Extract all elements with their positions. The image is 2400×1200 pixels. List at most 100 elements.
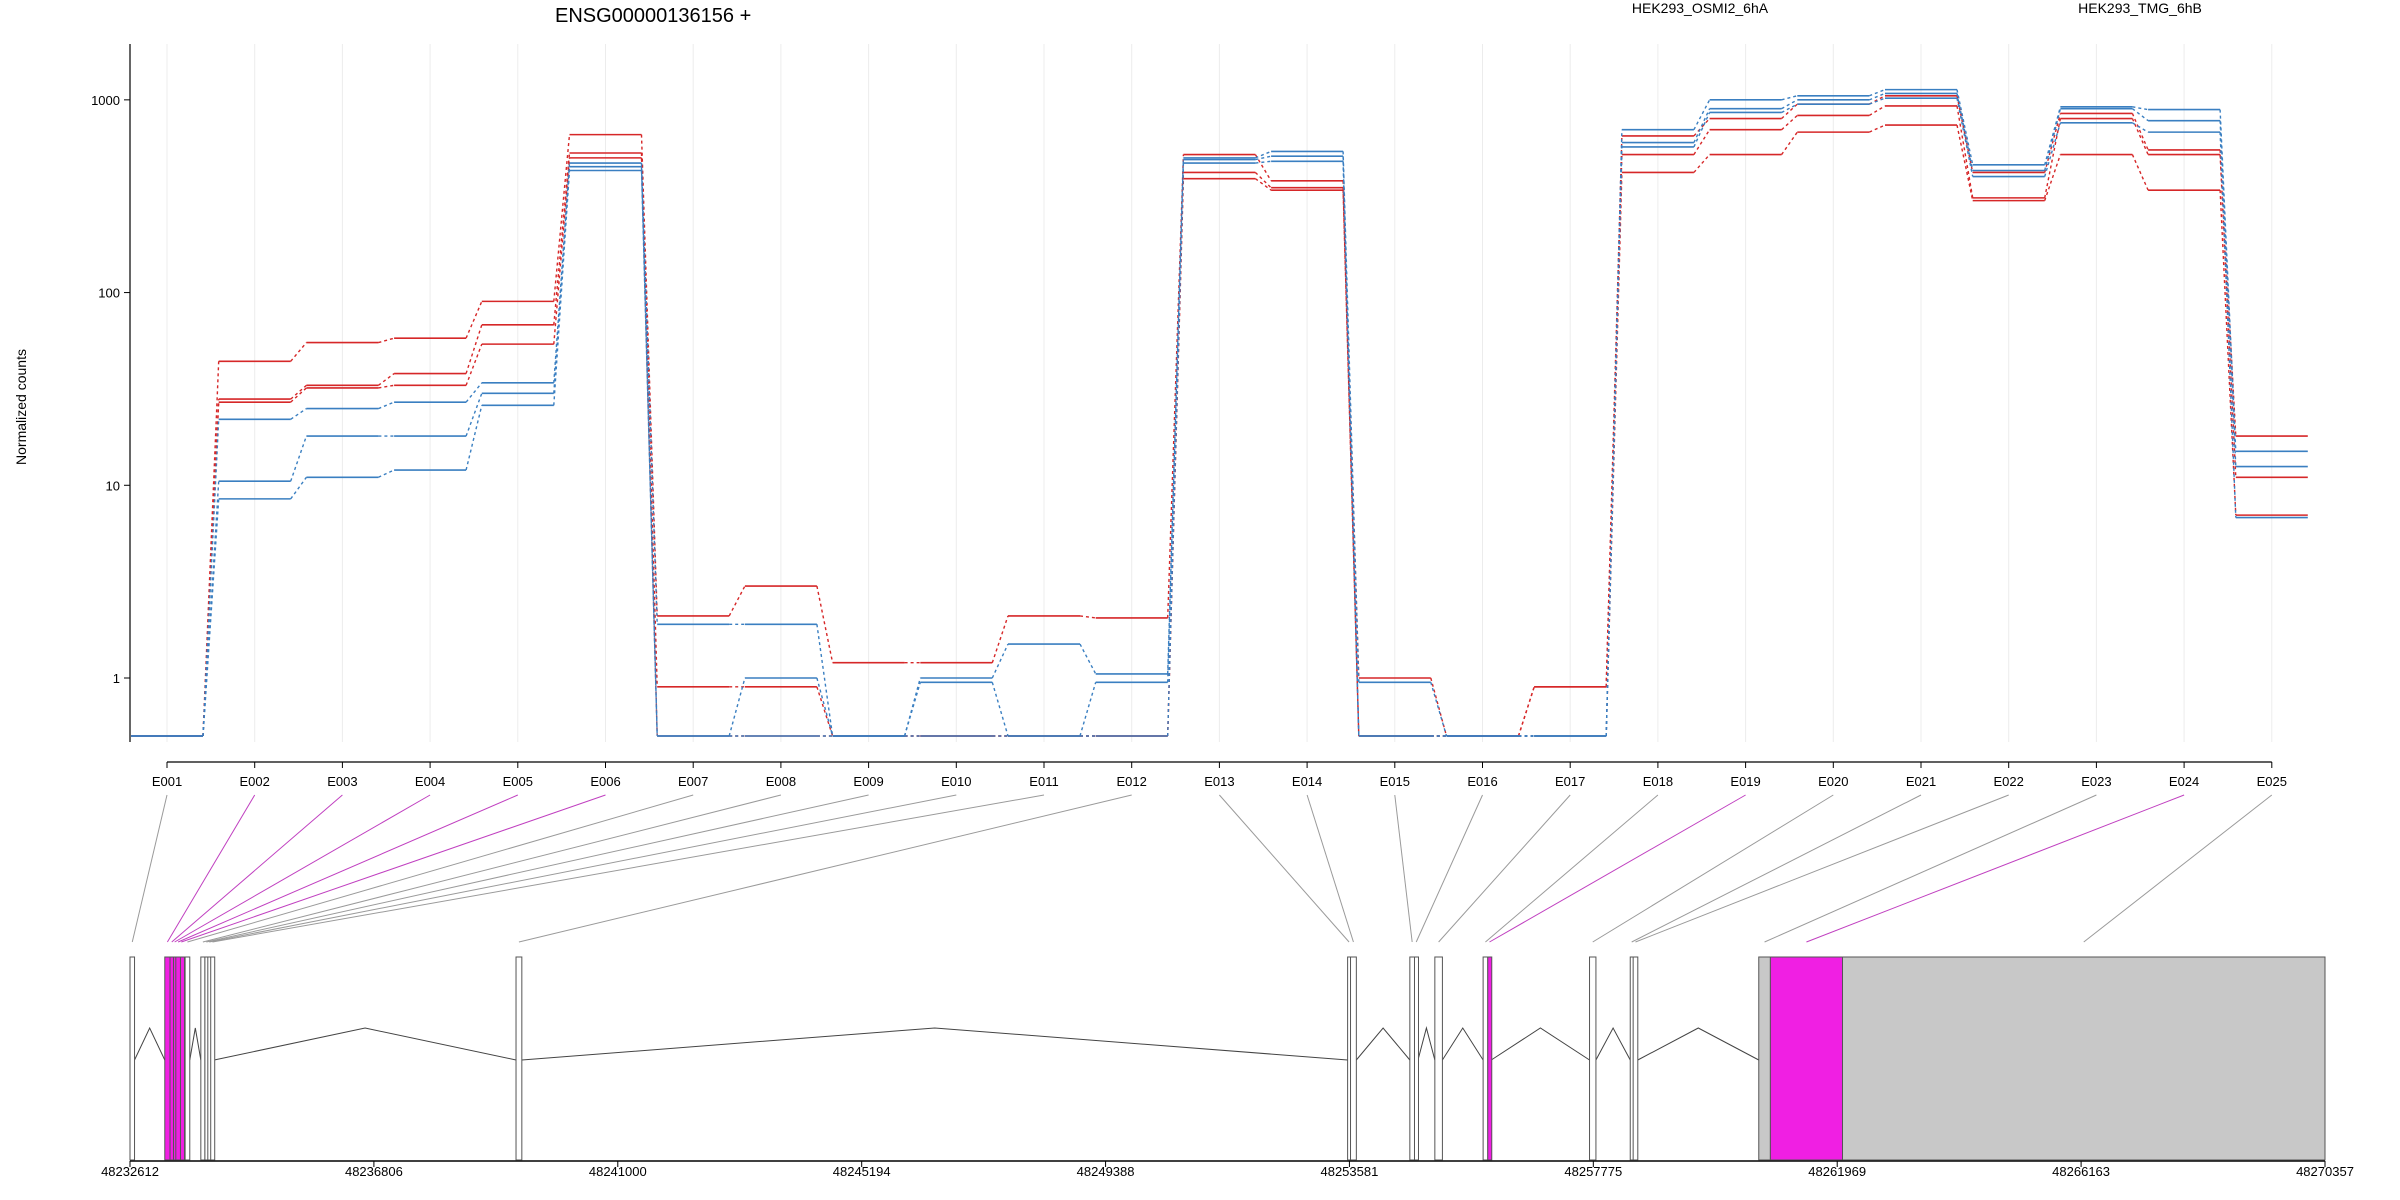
- exon-block-E023: [1758, 956, 1771, 1161]
- series-2-link-E022: [2044, 118, 2062, 199]
- genome-tick-label-0: 48232612: [101, 1164, 159, 1179]
- exon-block-E012: [515, 956, 523, 1161]
- x-tick-label-E019: E019: [1730, 774, 1760, 789]
- x-tick-label-E004: E004: [415, 774, 445, 789]
- connector-E017: [1438, 794, 1571, 943]
- series-4-link-E004: [465, 382, 483, 403]
- x-tick-label-E012: E012: [1117, 774, 1147, 789]
- intron-E017: [1441, 1027, 1484, 1061]
- connector-E002: [166, 794, 256, 943]
- series-6-link-E012: [1167, 163, 1185, 737]
- series-1-link-E004: [465, 301, 483, 339]
- series-5-link-E009: [903, 682, 921, 737]
- x-tick-label-E007: E007: [678, 774, 708, 789]
- exon-block-E015: [1409, 956, 1415, 1161]
- series-4-link-E024: [2219, 109, 2237, 452]
- series-5-link-E007: [728, 677, 746, 737]
- series-3-link-E005: [553, 157, 571, 345]
- connector-E013: [1219, 794, 1350, 943]
- series-3-link-E021: [1956, 124, 1974, 201]
- y-tick-label-10: 10: [106, 478, 120, 493]
- intron-E016: [1417, 1026, 1436, 1061]
- exon-block-E022: [1632, 956, 1639, 1161]
- series-5-link-E005: [553, 166, 571, 394]
- series-1-link-E022: [2044, 113, 2062, 173]
- series-4-link-E001: [202, 419, 220, 737]
- series-2-link-E008: [816, 686, 834, 737]
- x-tick-label-E016: E016: [1467, 774, 1497, 789]
- y-tick-label-1000: 1000: [91, 93, 120, 108]
- series-3-link-E004: [465, 343, 483, 386]
- series-3-link-E013: [1254, 178, 1272, 191]
- connector-E021: [1631, 794, 1922, 943]
- series-5-link-E023: [2131, 108, 2149, 122]
- x-tick-label-E021: E021: [1906, 774, 1936, 789]
- genome-tick-label-3: 48245194: [833, 1164, 891, 1179]
- exon-block-E005: [175, 956, 181, 1161]
- connector-E018: [1485, 794, 1659, 943]
- series-4-link-E002: [290, 408, 307, 420]
- series-1-link-E021: [1956, 95, 1974, 173]
- x-tick-label-E001: E001: [152, 774, 182, 789]
- intron-E007: [189, 1027, 202, 1061]
- series-3-link-E002: [290, 387, 307, 403]
- y-tick-label-1: 1: [113, 671, 120, 686]
- connector-E011: [212, 794, 1045, 943]
- series-2-link-E013: [1254, 171, 1272, 189]
- axes-layer: 1 10 100 1000 E001 E002 E003 E004 E005 E006 E007 E0…: [91, 44, 2287, 789]
- series-4-link-E013: [1255, 150, 1272, 159]
- connector-E020: [1592, 794, 1834, 943]
- series-5-link-E024: [2219, 120, 2237, 467]
- series-2-link-E004: [465, 324, 483, 374]
- series-5-link-E010: [991, 682, 1009, 737]
- series-5-link-E002: [290, 435, 308, 482]
- x-tick-label-E013: E013: [1204, 774, 1234, 789]
- series-6-link-E018: [1693, 112, 1711, 148]
- connector-E006: [181, 794, 606, 943]
- series-3-link-E024: [2219, 190, 2237, 516]
- intron-E012: [521, 1027, 1348, 1061]
- series-5-link-E004: [465, 393, 483, 437]
- connector-E015: [1394, 794, 1413, 943]
- x-tick-label-E009: E009: [853, 774, 883, 789]
- series-3-link-E014: [1342, 190, 1360, 737]
- series-6-link-E002: [290, 476, 307, 500]
- series-2-link-E016: [1517, 686, 1535, 737]
- intron-E020: [1595, 1026, 1631, 1061]
- series-2-link-E023: [2131, 118, 2149, 155]
- series-4-link-E008: [816, 624, 834, 737]
- series-6-link-E019: [1781, 103, 1798, 114]
- series-1-link-E007: [728, 585, 746, 617]
- series-4-link-E023: [2132, 106, 2149, 111]
- series-4-link-E014: [1342, 151, 1360, 683]
- series-5-link-E018: [1693, 108, 1711, 143]
- y-axis-label: Normalized counts: [13, 349, 29, 465]
- chart-title: ENSG00000136156 +: [555, 5, 751, 27]
- series-6-link-E006: [640, 170, 658, 737]
- genome-tick-label-4: 48249388: [1077, 1164, 1135, 1179]
- exon-block-E016: [1413, 956, 1419, 1161]
- intron-E011: [214, 1027, 517, 1061]
- connector-layer: [131, 794, 2273, 943]
- series-2-link-E005: [553, 152, 571, 325]
- connector-E025: [2083, 794, 2273, 943]
- series-4-link-E019: [1781, 95, 1798, 101]
- x-tick-label-E017: E017: [1555, 774, 1585, 789]
- intron-E022: [1637, 1027, 1759, 1061]
- connector-E008: [202, 794, 782, 943]
- connector-E022: [1635, 794, 2009, 943]
- exon-block-E011: [210, 956, 216, 1161]
- series-4-link-E011: [1079, 643, 1097, 675]
- x-tick-label-E011: E011: [1029, 774, 1058, 789]
- series-2-link-E018: [1693, 129, 1711, 155]
- series-5-link-E008: [816, 677, 834, 737]
- connector-E024: [1806, 794, 2185, 943]
- x-tick-label-E020: E020: [1818, 774, 1848, 789]
- connector-E007: [187, 794, 694, 943]
- connector-E001: [131, 794, 168, 943]
- genome-tick-label-6: 48257775: [1564, 1164, 1622, 1179]
- series-4-link-E020: [1869, 88, 1886, 97]
- x-tick-label-E003: E003: [327, 774, 357, 789]
- x-tick-label-E015: E015: [1380, 774, 1410, 789]
